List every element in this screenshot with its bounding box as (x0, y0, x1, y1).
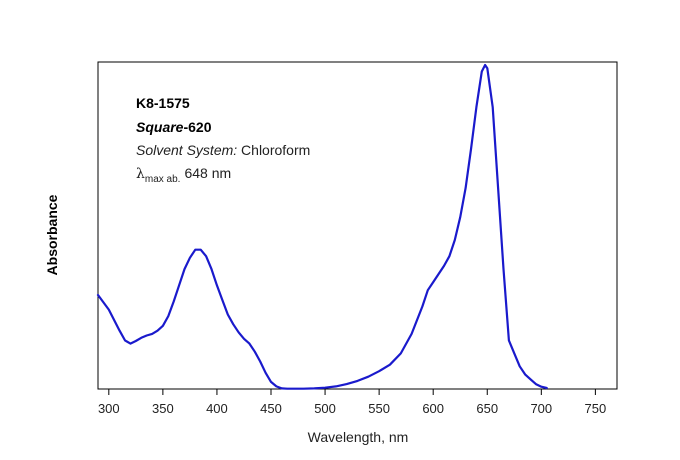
x-axis-tick-labels: 300 350 400 450 500 550 600 650 700 750 (98, 401, 606, 416)
x-axis-label: Wavelength, nm (308, 429, 409, 445)
absorbance-series-line (96, 63, 548, 390)
plot-frame (97, 61, 618, 390)
x-tick-label: 550 (368, 401, 390, 416)
x-tick-label: 700 (530, 401, 552, 416)
annotation-lambda-subscript: max ab. (145, 174, 181, 185)
x-tick-label: 750 (585, 401, 607, 416)
annotation-solvent-value: Chloroform (241, 142, 310, 158)
x-tick-label: 300 (98, 401, 120, 416)
annotation-lambda-value: 648 nm (184, 165, 231, 181)
annotation-compound-suffix: -620 (183, 119, 211, 135)
x-tick-label: 400 (206, 401, 228, 416)
x-tick-label: 350 (152, 401, 174, 416)
annotation-compound: Square-620 (136, 119, 212, 135)
annotation-compound-name: Square (136, 119, 184, 135)
x-tick-label: 450 (260, 401, 282, 416)
annotation-sample-id: K8-1575 (136, 95, 190, 111)
y-axis-label: Absorbance (44, 194, 60, 275)
annotation-lambda-symbol: λ (136, 166, 145, 182)
x-tick-label: 600 (422, 401, 444, 416)
x-tick-label: 650 (476, 401, 498, 416)
x-tick-label: 500 (314, 401, 336, 416)
annotation-lambda-max: λmax ab. 648 nm (136, 165, 231, 185)
x-axis-ticks (108, 389, 596, 395)
annotation-solvent: Solvent System: Chloroform (136, 142, 310, 158)
annotation-solvent-label: Solvent System: (136, 142, 237, 158)
